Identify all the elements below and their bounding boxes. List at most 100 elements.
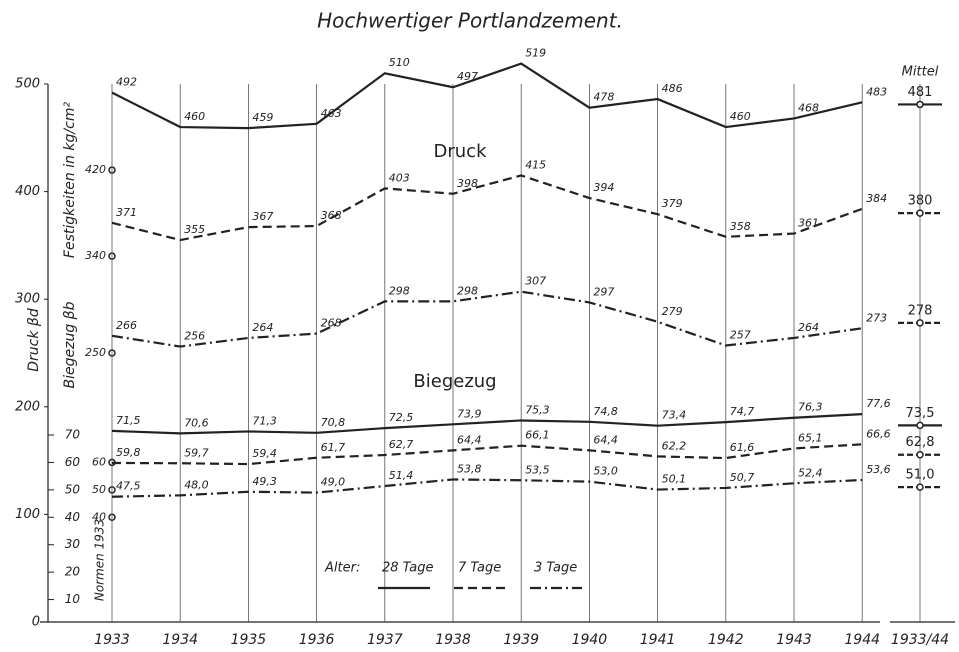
mean-label: 51,0: [906, 468, 935, 483]
x-tick-label: 1933: [94, 632, 130, 648]
data-label: 264: [798, 321, 819, 334]
data-label: 53,5: [525, 463, 550, 476]
legend-label: 3 Tage: [534, 561, 577, 576]
data-label: 61,6: [730, 441, 755, 454]
data-label: 497: [457, 70, 478, 83]
data-label: 66,1: [525, 429, 550, 442]
data-label: 59,8: [116, 446, 141, 459]
chart-title: Hochwertiger Portlandzement.: [317, 9, 623, 33]
y2-tick-label: 70: [65, 428, 81, 442]
x-tick-label: 1938: [435, 632, 471, 648]
data-label: 483: [866, 85, 887, 98]
data-label: 70,6: [184, 416, 209, 429]
series-line: [111, 413, 863, 435]
x-tick-label: 1941: [640, 632, 676, 648]
norm-label: 250: [85, 346, 106, 359]
data-label: 62,7: [389, 438, 414, 451]
x-tick-label: 1939: [503, 632, 539, 648]
legend-title: Alter:: [324, 561, 360, 576]
data-label: 73,9: [457, 407, 482, 420]
y-axis-label-druck: Druck βd: [26, 308, 42, 372]
data-label: 298: [457, 284, 478, 297]
norm-label: 60: [92, 455, 106, 468]
x-tick-label: 1943: [776, 632, 812, 648]
mean-dot: [916, 421, 924, 430]
mean-label: 481: [908, 85, 933, 100]
data-label: 49,3: [252, 475, 277, 488]
data-label: 47,5: [116, 480, 141, 493]
data-label: 371: [116, 206, 137, 219]
norms-label: Normen 1933: [93, 519, 107, 601]
data-label: 72,5: [389, 411, 414, 424]
data-label: 48,0: [184, 478, 209, 491]
data-label: 268: [321, 317, 342, 330]
data-label: 459: [252, 111, 273, 124]
data-label: 403: [389, 171, 410, 184]
data-label: 64,4: [457, 433, 482, 446]
group-label: Biegezug: [413, 371, 496, 392]
data-label: 76,3: [798, 401, 823, 414]
norm-label: 420: [85, 163, 106, 176]
data-label: 50,7: [730, 471, 755, 484]
data-label: 61,7: [321, 441, 346, 454]
data-label: 361: [798, 217, 819, 230]
data-label: 64,4: [593, 433, 618, 446]
data-label: 59,4: [252, 447, 277, 460]
data-label: 486: [662, 82, 683, 95]
data-label: 74,7: [730, 405, 755, 418]
series-line: [111, 174, 863, 242]
data-label: 379: [662, 197, 683, 210]
data-label: 53,6: [866, 463, 891, 476]
series-line: [111, 62, 863, 130]
data-label: 478: [593, 91, 614, 104]
data-label: 59,7: [184, 446, 209, 459]
data-label: 297: [593, 285, 614, 298]
mean-category-label: 1933/44: [891, 632, 949, 648]
data-label: 519: [525, 47, 546, 60]
y2-tick-label: 40: [65, 510, 81, 524]
y2-tick-label: 10: [65, 592, 81, 606]
data-label: 53,0: [593, 465, 618, 478]
y-tick-label: 100: [15, 507, 40, 522]
y2-tick-label: 60: [65, 455, 81, 469]
legend-label: 7 Tage: [458, 561, 501, 576]
data-label: 492: [116, 76, 137, 89]
x-tick-label: 1944: [844, 632, 880, 648]
mean-label: 62,8: [906, 435, 935, 450]
data-label: 460: [730, 110, 751, 123]
y-tick-label: 500: [15, 77, 40, 92]
norm-label: 50: [92, 483, 106, 496]
data-label: 367: [252, 210, 273, 223]
x-tick-label: 1934: [162, 632, 198, 648]
data-label: 71,3: [252, 414, 277, 427]
data-label: 75,3: [525, 403, 550, 416]
data-label: 62,2: [662, 439, 687, 452]
data-label: 468: [798, 101, 819, 114]
data-label: 256: [184, 330, 205, 343]
mean-title: Mittel: [902, 65, 939, 80]
data-label: 368: [321, 209, 342, 222]
x-tick-label: 1942: [708, 632, 744, 648]
mean-dot: [916, 209, 924, 217]
mean-label: 380: [908, 194, 933, 209]
data-label: 53,8: [457, 462, 482, 475]
data-label: 49,0: [321, 476, 346, 489]
x-tick-label: 1935: [231, 632, 267, 648]
data-label: 73,4: [662, 409, 687, 422]
data-label: 279: [662, 305, 683, 318]
y-axis-label-biegezug: Biegezug βb: [62, 301, 78, 388]
mean-dot: [916, 450, 924, 459]
data-label: 74,8: [593, 405, 618, 418]
mean-label: 73,5: [906, 406, 935, 421]
mean-dot: [916, 319, 924, 327]
y-tick-label: 200: [15, 399, 40, 414]
mean-label: 278: [908, 303, 933, 318]
data-label: 394: [593, 181, 614, 194]
data-label: 415: [525, 158, 546, 171]
y-tick-label: 300: [15, 292, 40, 307]
data-label: 463: [321, 107, 342, 120]
series-line: [111, 290, 863, 348]
data-label: 65,1: [798, 431, 823, 444]
data-label: 398: [457, 177, 478, 190]
data-label: 384: [866, 192, 887, 205]
